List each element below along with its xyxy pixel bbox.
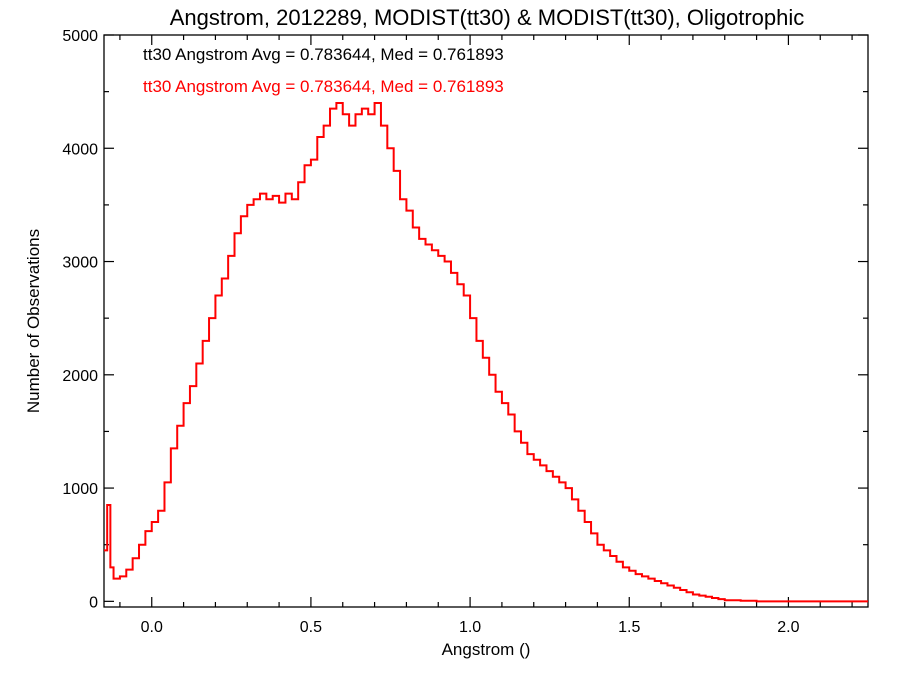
annotations: tt30 Angstrom Avg = 0.783644, Med = 0.76… [143,45,504,96]
x-tick-label: 0.0 [141,619,163,636]
series-layer [104,101,868,603]
y-tick-label: 2000 [62,368,98,385]
y-tick-label: 0 [89,594,98,611]
y-tick-label: 5000 [62,28,98,45]
x-axis-label: Angstrom () [442,640,531,659]
y-tick-label: 4000 [62,141,98,158]
x-tick-label: 1.0 [459,619,481,636]
y-axis-label: Number of Observations [24,229,43,413]
x-tick-label: 1.5 [618,619,640,636]
stats-annotation: tt30 Angstrom Avg = 0.783644, Med = 0.76… [143,45,504,64]
histogram-series-line [104,101,868,603]
y-axis: 0 1000 2000 3000 4000 5000 [62,28,868,611]
stats-annotation: tt30 Angstrom Avg = 0.783644, Med = 0.76… [143,77,504,96]
x-tick-label: 0.5 [300,619,322,636]
x-axis: 0.0 0.5 1.0 1.5 2.0 [119,35,853,636]
y-tick-label: 3000 [62,255,98,272]
y-tick-label: 1000 [62,481,98,498]
plot-frame [103,34,869,608]
chart-title: Angstrom, 2012289, MODIST(tt30) & MODIST… [170,5,805,30]
x-tick-label: 2.0 [777,619,799,636]
